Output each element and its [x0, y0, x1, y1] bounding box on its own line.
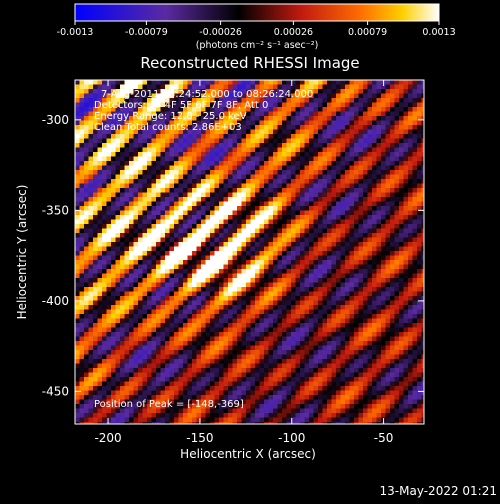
x-tick-label: -100: [278, 431, 305, 445]
annotation-clean: Clean Total counts: 2.86E+03: [94, 122, 242, 133]
colorbar-tick-label: -0.00026: [199, 27, 242, 38]
colorbar-unit-label: (photons cm⁻² s⁻¹ asec⁻²): [196, 40, 319, 51]
x-axis-label: Heliocentric X (arcsec): [180, 447, 316, 461]
colorbar-tick-label: -0.0013: [57, 27, 94, 38]
annotation-peak-position: Position of Peak = [-148,-369]: [94, 399, 244, 410]
x-tick-label: -50: [374, 431, 394, 445]
y-tick-label: -450: [42, 384, 69, 398]
y-tick-label: -400: [42, 294, 69, 308]
y-tick-label: -350: [42, 203, 69, 217]
x-tick-label: -200: [94, 431, 121, 445]
colorbar-tick-label: 0.0013: [422, 27, 455, 38]
x-tick-label: -150: [186, 431, 213, 445]
y-tick-label: -300: [42, 113, 69, 127]
annotation-time-range: 7-Aug-2011 08:24:52.000 to 08:26:24.000: [101, 89, 313, 100]
colorbar-tick-label: -0.00079: [125, 27, 168, 38]
colorbar-tick-label: 0.00026: [274, 27, 313, 38]
colorbar: [75, 4, 439, 21]
colorbar-ticks: -0.0013 -0.00079 -0.00026 0.00026 0.00079 0.0…: [57, 21, 456, 38]
footer-timestamp: 13-May-2022 01:21: [380, 484, 497, 498]
colorbar-tick-label: 0.00079: [348, 27, 387, 38]
annotation-detectors: Detectors: 3F 4F 5F 6F 7F 8F, Att 0: [94, 100, 268, 111]
chart-title: Reconstructed RHESSI Image: [140, 54, 359, 72]
annotation-energy: Energy Range: 12.0 - 25.0 keV: [94, 111, 247, 122]
y-axis-label: Heliocentric Y (arcsec): [15, 185, 29, 320]
